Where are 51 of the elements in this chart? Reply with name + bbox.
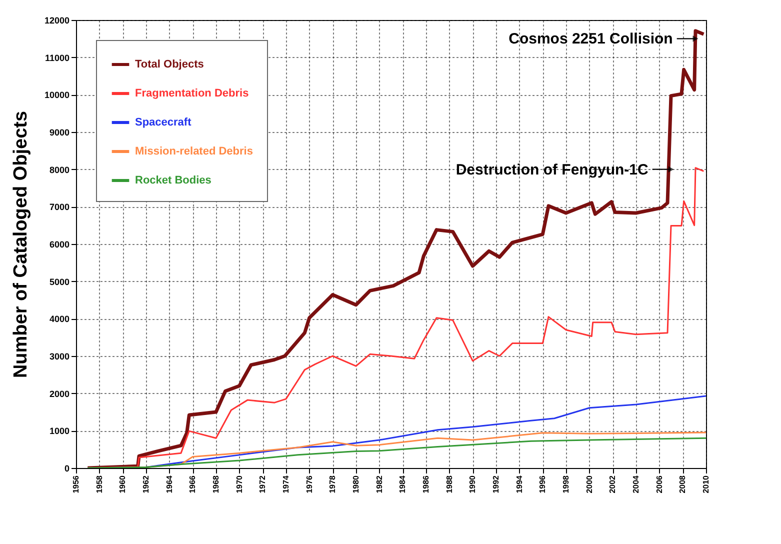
y-tick-label: 9000 bbox=[49, 128, 70, 138]
y-tick-label: 0 bbox=[64, 464, 70, 474]
y-tick-label: 12000 bbox=[44, 16, 70, 26]
x-tick-label: 1994 bbox=[514, 474, 524, 494]
y-tick-label: 10000 bbox=[44, 90, 70, 100]
y-tick-label: 1000 bbox=[49, 426, 70, 436]
x-tick-label: 1958 bbox=[94, 474, 104, 494]
x-tick-label: 2004 bbox=[632, 474, 640, 494]
x-tick-label: 1970 bbox=[234, 474, 244, 494]
x-tick-label: 2006 bbox=[654, 474, 664, 494]
x-tick-label: 1982 bbox=[374, 474, 384, 494]
y-tick-label: 11000 bbox=[44, 52, 70, 63]
x-tick-label: 1976 bbox=[304, 474, 314, 494]
x-tick-label: 2000 bbox=[584, 474, 594, 494]
x-tick-label: 1960 bbox=[118, 474, 128, 494]
x-tick-label: 1980 bbox=[352, 474, 360, 494]
y-tick-label: 8000 bbox=[49, 164, 70, 175]
y-tick-label: 6000 bbox=[49, 240, 70, 250]
x-tick-label: 1996 bbox=[538, 474, 548, 494]
x-tick-label: 1974 bbox=[282, 474, 290, 494]
x-tick-label: 1972 bbox=[258, 474, 268, 494]
x-tick-label: 1966 bbox=[188, 474, 198, 494]
legend-label: Mission-related Debris bbox=[135, 146, 253, 158]
x-tick-label: 1988 bbox=[444, 474, 454, 494]
x-tick-label: 1990 bbox=[468, 474, 478, 494]
y-axis-title: Number of Cataloged Objects bbox=[10, 110, 32, 378]
x-tick-label: 1978 bbox=[328, 474, 338, 494]
y-tick-label: 5000 bbox=[49, 276, 70, 287]
x-tick-label: 1992 bbox=[492, 474, 500, 494]
annotation: Cosmos 2251 Collision bbox=[508, 30, 673, 48]
legend-label: Fragmentation Debris bbox=[135, 88, 249, 100]
legend-label: Total Objects bbox=[135, 58, 204, 70]
x-tick-label: 2008 bbox=[678, 474, 688, 494]
annotation: Destruction of Fengyun-1C bbox=[456, 161, 648, 178]
x-tick-label: 1984 bbox=[398, 474, 408, 494]
x-tick-label: 1998 bbox=[562, 474, 570, 494]
x-tick-label: 1968 bbox=[212, 474, 220, 494]
y-tick-label: 7000 bbox=[49, 202, 70, 212]
y-tick-label: 4000 bbox=[49, 314, 70, 324]
legend-label: Spacecraft bbox=[135, 116, 192, 128]
x-tick-label: 1962 bbox=[142, 474, 150, 494]
x-tick-label: 2010 bbox=[702, 474, 710, 494]
x-tick-label: 1964 bbox=[164, 474, 174, 494]
x-tick-label: 1986 bbox=[422, 474, 430, 494]
x-tick-label: 2002 bbox=[608, 474, 618, 494]
x-tick-label: 1956 bbox=[72, 474, 80, 494]
line-series bbox=[86, 437, 706, 468]
line-series bbox=[86, 29, 706, 468]
y-tick-label: 3000 bbox=[49, 352, 70, 362]
legend-label: Rocket Bodies bbox=[135, 174, 212, 186]
y-tick-label: 2000 bbox=[49, 388, 70, 399]
